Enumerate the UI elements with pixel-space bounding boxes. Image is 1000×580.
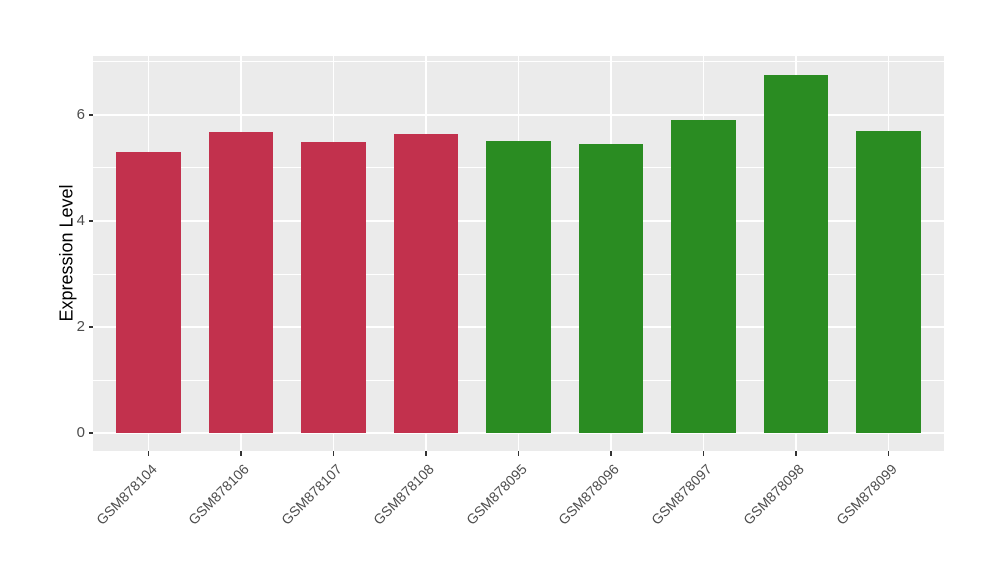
x-tick-label: GSM878095	[462, 460, 530, 528]
x-tick-label: GSM878099	[832, 460, 900, 528]
x-tick-mark	[702, 451, 705, 456]
y-tick-label: 2	[76, 317, 85, 335]
x-tick-mark	[240, 451, 242, 456]
y-tick-mark	[88, 326, 93, 328]
y-axis-title: Expression Level	[56, 184, 77, 322]
bar-GSM878096	[578, 144, 644, 433]
bar-GSM878097	[671, 119, 736, 433]
y-tick-mark	[88, 432, 93, 434]
y-tick-mark	[88, 114, 93, 116]
x-tick-mark	[425, 451, 427, 456]
bar-GSM878108	[393, 133, 459, 433]
bar-GSM878107	[301, 142, 366, 433]
y-tick-label: 6	[76, 105, 85, 123]
x-tick-mark	[887, 451, 890, 456]
x-tick-label: GSM878096	[555, 460, 623, 528]
bar-GSM878106	[208, 131, 274, 433]
x-tick-mark	[332, 451, 335, 456]
x-tick-mark	[517, 451, 520, 456]
bar-GSM878095	[486, 141, 551, 433]
x-tick-label: GSM878097	[647, 460, 715, 528]
x-tick-label: GSM878098	[740, 460, 808, 528]
bar-GSM878099	[856, 130, 921, 433]
x-tick-label: GSM878108	[370, 460, 438, 528]
y-tick-label: 4	[76, 211, 85, 229]
x-tick-label: GSM878106	[185, 460, 253, 528]
x-tick-label: GSM878107	[277, 460, 345, 528]
y-tick-label: 0	[76, 423, 85, 441]
x-tick-mark	[610, 451, 612, 456]
y-tick-mark	[88, 220, 93, 222]
bar-GSM878098	[763, 74, 829, 433]
x-tick-mark	[147, 451, 150, 456]
bar-GSM878104	[116, 151, 181, 433]
plot-area	[93, 56, 944, 451]
x-tick-mark	[795, 451, 797, 456]
x-tick-label: GSM878104	[92, 460, 160, 528]
